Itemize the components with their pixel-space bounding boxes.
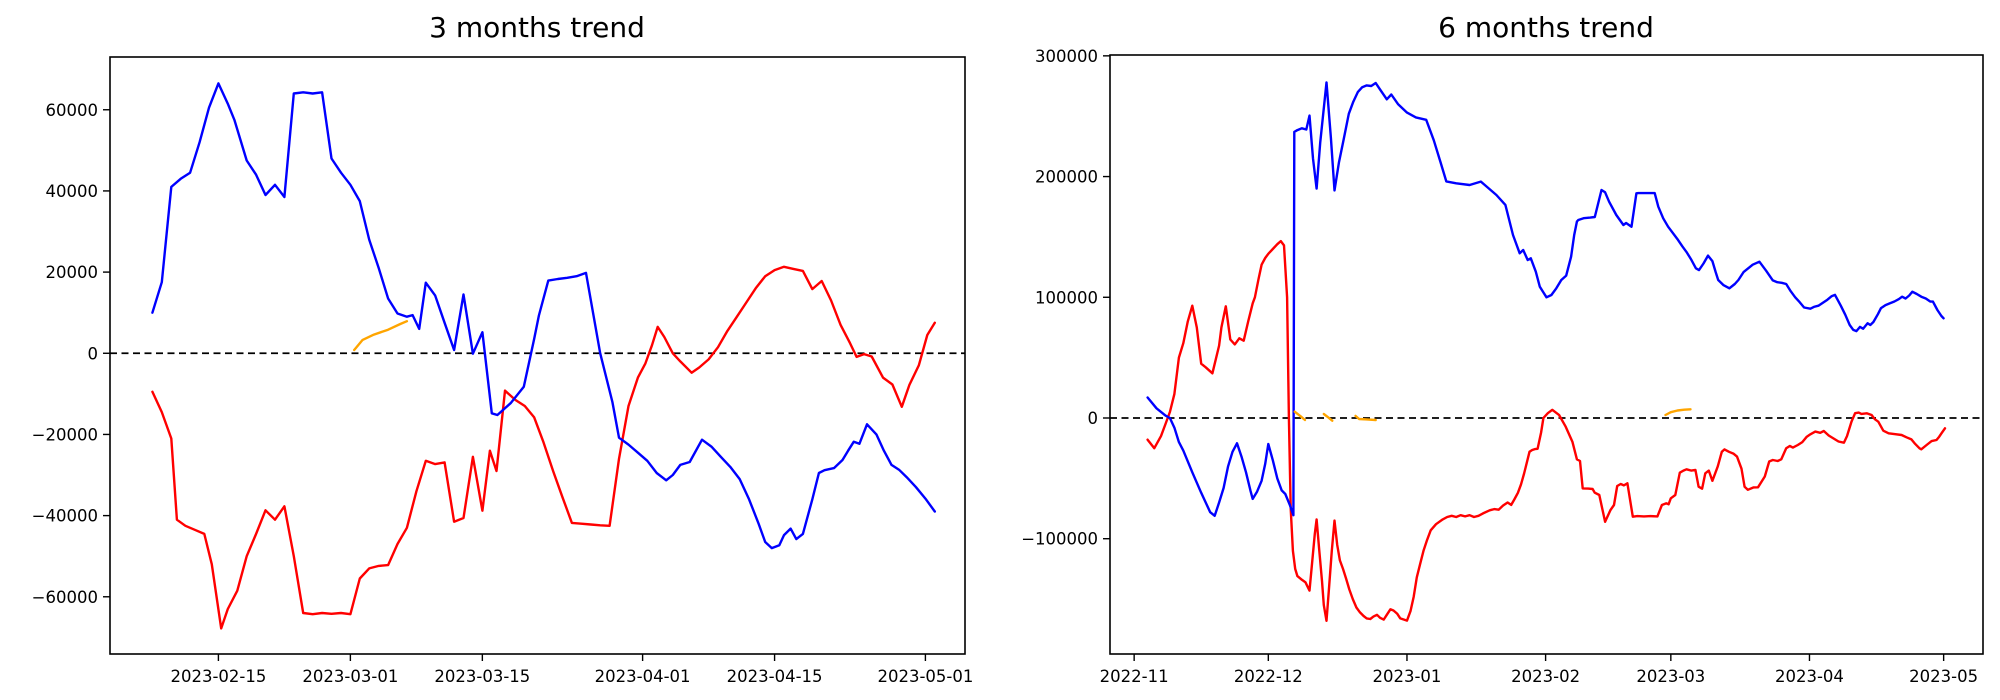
chart-3-months: 2023-02-15 2023-03-01 2023-03-15 2023-04-01… xyxy=(32,56,973,686)
x-tick-label: 2023-05 xyxy=(1909,667,1978,686)
x-tick-label: 2023-02 xyxy=(1511,667,1580,686)
series-blue-line xyxy=(1146,81,1945,517)
x-tick-label: 2023-03-15 xyxy=(434,667,530,686)
series-orange-2-line xyxy=(1322,412,1334,422)
y-tick-label: 100000 xyxy=(1035,288,1098,307)
x-tick-label: 2023-03 xyxy=(1636,667,1705,686)
x-tick-label: 2023-04 xyxy=(1775,667,1844,686)
x-tick-label: 2023-03-01 xyxy=(302,667,398,686)
x-tick-label: 2023-04-01 xyxy=(595,667,691,686)
x-tick-label: 2023-02-15 xyxy=(170,667,266,686)
x-tick-label: 2023-04-15 xyxy=(727,667,823,686)
y-tick-label: 40000 xyxy=(46,182,99,201)
y-tick-label: 0 xyxy=(1088,409,1099,428)
y-tick-label: 300000 xyxy=(1035,47,1098,66)
y-tick-label: 200000 xyxy=(1035,168,1098,187)
series-red-line xyxy=(151,265,936,630)
series-red-line xyxy=(1146,239,1947,622)
x-tick-label: 2022-12 xyxy=(1234,667,1303,686)
y-tick-label: 20000 xyxy=(46,263,99,282)
y-tick-label: −60000 xyxy=(32,588,98,607)
series-blue-line xyxy=(151,82,936,550)
chart-3-months-title: 3 months trend xyxy=(429,11,645,44)
chart-6-months-title: 6 months trend xyxy=(1438,11,1654,44)
y-tick-label: −100000 xyxy=(1021,530,1098,549)
x-tick-label: 2023-01 xyxy=(1372,667,1441,686)
axes-frame xyxy=(109,56,966,655)
series-orange-1-line xyxy=(353,320,409,352)
series-orange-3-line xyxy=(1354,414,1377,422)
series-orange-4-line xyxy=(1664,408,1692,417)
y-tick-label: −20000 xyxy=(32,425,98,444)
chart-6-months: 2022-11 2022-12 2023-01 2023-02 2023-03 2023-… xyxy=(1021,47,1984,686)
y-tick-label: −40000 xyxy=(32,507,98,526)
y-tick-label: 60000 xyxy=(46,101,99,120)
series-orange-1-line xyxy=(1293,410,1307,422)
y-tick-label: 0 xyxy=(88,344,99,363)
axes-frame xyxy=(1109,54,1984,655)
x-tick-label: 2023-05-01 xyxy=(877,667,973,686)
x-tick-label: 2022-11 xyxy=(1100,667,1169,686)
